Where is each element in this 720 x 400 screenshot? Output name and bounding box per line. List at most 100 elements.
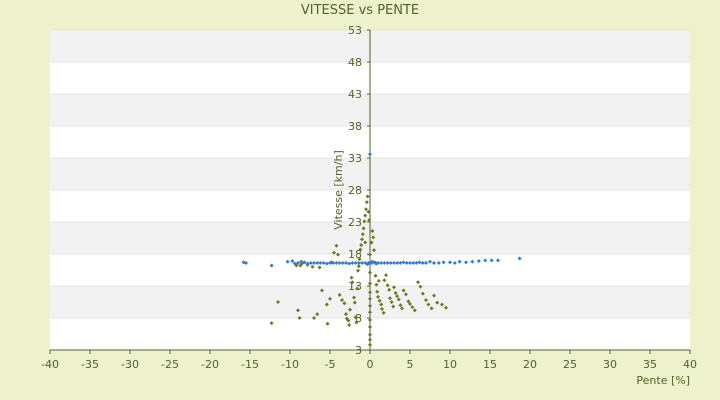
data-point-green xyxy=(431,293,437,298)
data-point-blue xyxy=(388,260,393,266)
data-point-green xyxy=(379,306,385,312)
data-point-green xyxy=(374,282,379,287)
data-point-green xyxy=(310,264,315,269)
data-point-green xyxy=(375,289,380,294)
y-tick-label: 53 xyxy=(348,24,362,37)
data-point-blue xyxy=(299,259,304,264)
data-point-blue xyxy=(436,260,441,266)
data-point-blue xyxy=(374,261,379,266)
data-point-blue xyxy=(321,260,326,266)
y-tick-label: 8 xyxy=(355,312,362,325)
data-point-green xyxy=(337,292,342,298)
data-point-green xyxy=(367,317,373,323)
data-point-green xyxy=(370,228,375,234)
data-point-green xyxy=(443,305,449,310)
data-point-green xyxy=(399,306,405,311)
data-point-green xyxy=(367,290,373,295)
x-tick-label: 10 xyxy=(443,358,457,371)
data-point-green xyxy=(358,247,363,252)
data-point-green xyxy=(369,240,374,245)
data-point-green xyxy=(347,307,353,312)
data-point-green xyxy=(371,235,376,240)
data-point-blue xyxy=(290,258,295,264)
x-tick-label: -5 xyxy=(325,358,336,371)
data-point-green xyxy=(363,240,368,245)
data-point-blue xyxy=(420,260,425,266)
data-point-green xyxy=(269,321,274,326)
data-point-green xyxy=(317,265,322,270)
data-point-green xyxy=(429,306,434,311)
data-point-blue xyxy=(302,260,307,265)
data-point-blue xyxy=(356,260,361,266)
axes xyxy=(49,29,691,354)
data-point-green xyxy=(420,291,425,296)
data-point-blue xyxy=(411,260,416,266)
data-point-green xyxy=(366,209,371,214)
data-point-blue xyxy=(334,260,339,266)
data-point-green xyxy=(398,303,403,308)
data-point-green xyxy=(364,200,369,205)
y-tick-label: 13 xyxy=(348,280,362,293)
data-point-green xyxy=(423,297,429,303)
data-point-green xyxy=(365,194,370,199)
data-point-green xyxy=(342,301,347,306)
data-point-blue xyxy=(404,260,409,266)
y-tick-label: 3 xyxy=(355,344,362,357)
data-point-green xyxy=(346,318,351,323)
data-point-blue xyxy=(370,259,375,264)
data-point-blue xyxy=(441,260,446,265)
data-point-blue xyxy=(470,259,475,264)
data-point-green xyxy=(371,248,377,253)
data-point-blue xyxy=(463,260,469,265)
x-axis-label: Pente [%] xyxy=(636,374,690,387)
data-point-green xyxy=(389,299,394,305)
data-point-blue xyxy=(311,260,317,266)
data-point-green xyxy=(367,303,373,308)
data-point-green xyxy=(403,292,409,297)
data-point-blue xyxy=(315,260,320,266)
data-point-green xyxy=(418,284,423,289)
data-point-blue xyxy=(350,260,355,266)
data-point-green xyxy=(343,312,349,317)
data-point-green xyxy=(379,302,384,307)
data-point-green xyxy=(391,304,396,309)
tick-labels: -40 -35 -30 -25 -20 -15 -10 -5 0 5 10 15 20 25 30 35 40 3… xyxy=(41,24,697,371)
data-point-blue xyxy=(447,260,453,265)
data-point-green xyxy=(352,300,357,305)
data-point-green xyxy=(382,278,387,283)
data-point-green xyxy=(298,263,303,268)
data-point-green xyxy=(383,273,389,278)
x-tick-label: -35 xyxy=(81,358,99,371)
data-point-green xyxy=(347,322,352,328)
data-point-blue xyxy=(489,258,494,263)
data-point-green xyxy=(439,302,445,307)
data-point-blue xyxy=(359,260,365,266)
data-point-green xyxy=(381,310,386,315)
data-point-green xyxy=(350,280,355,285)
data-point-blue xyxy=(340,260,345,266)
data-point-blue xyxy=(337,260,342,266)
data-point-blue xyxy=(308,260,313,266)
data-point-green xyxy=(377,298,382,303)
data-point-green xyxy=(360,232,365,237)
data-point-green xyxy=(407,301,413,307)
x-tick-label: 35 xyxy=(643,358,657,371)
data-point-green xyxy=(393,290,398,296)
data-point-blue xyxy=(269,263,274,268)
data-point-blue xyxy=(385,260,390,266)
data-point-blue xyxy=(401,260,406,265)
data-point-green xyxy=(375,294,381,299)
x-tick-label: 25 xyxy=(563,358,577,371)
y-tick-label: 18 xyxy=(348,248,362,261)
data-point-green xyxy=(367,270,373,275)
data-point-green xyxy=(275,299,281,305)
data-points xyxy=(241,152,522,347)
data-point-green xyxy=(435,300,440,305)
x-tick-label: 40 xyxy=(683,358,697,371)
data-point-blue xyxy=(452,260,457,266)
data-point-green xyxy=(349,275,354,280)
data-point-green xyxy=(410,305,415,310)
data-point-green xyxy=(334,243,339,248)
data-point-blue xyxy=(353,260,358,266)
